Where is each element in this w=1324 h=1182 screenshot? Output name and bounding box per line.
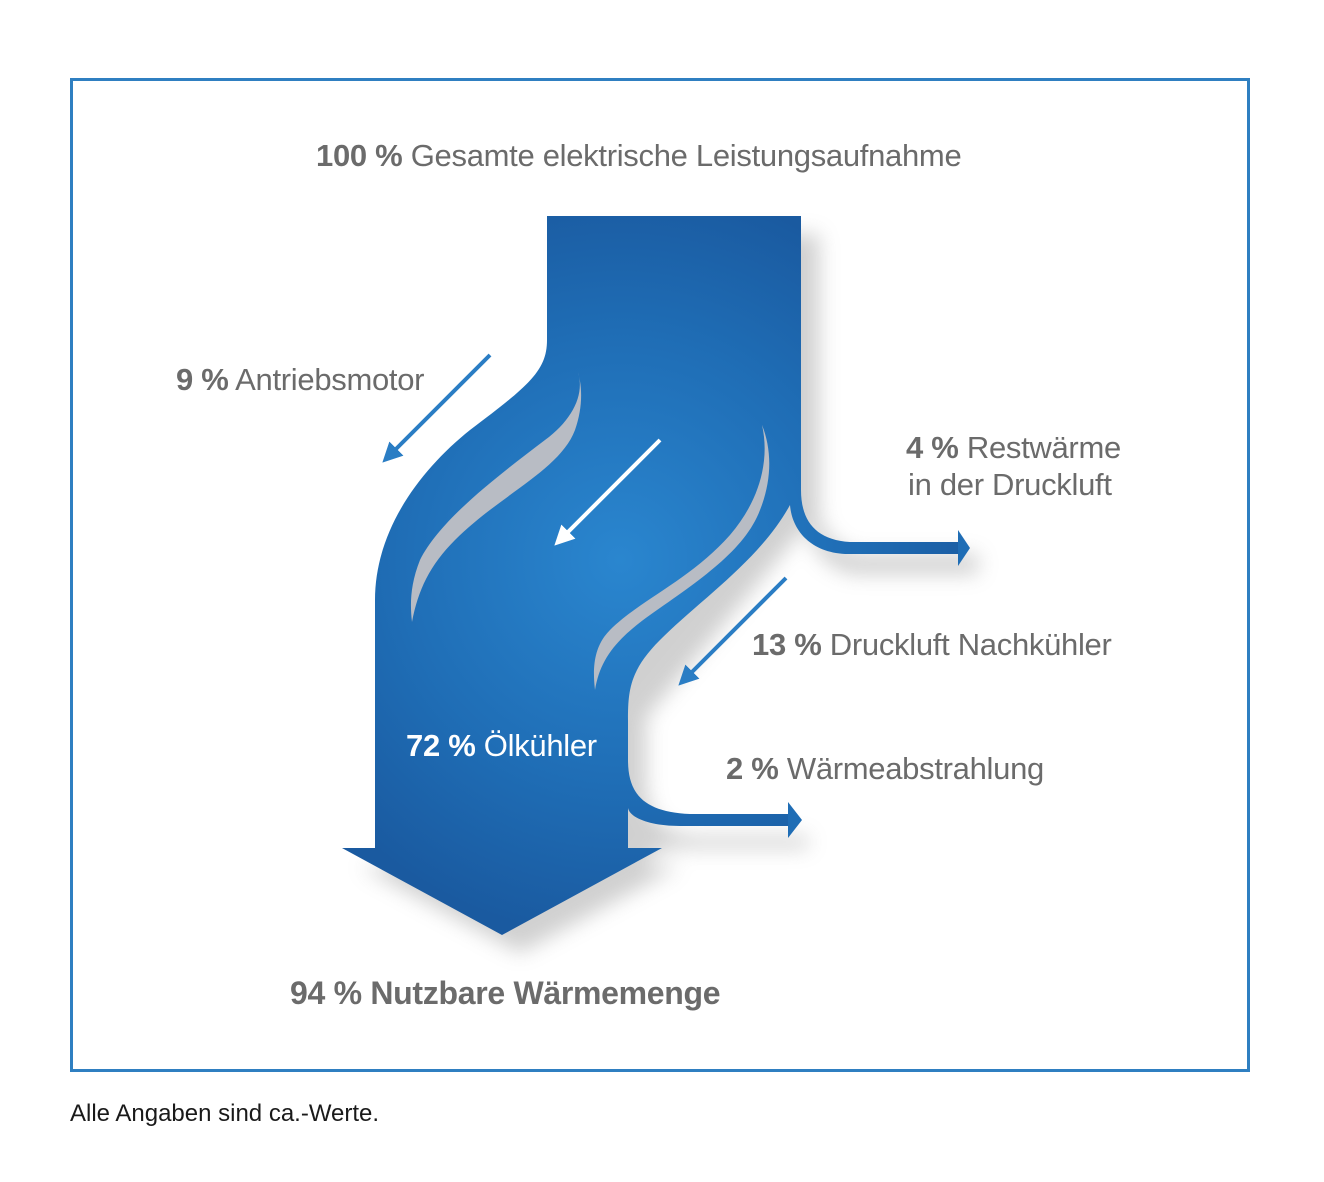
label-abstrahlung: 2 % Wärmeabstrahlung bbox=[726, 751, 1044, 786]
label-total: 100 % Gesamte elektrische Leistungsaufna… bbox=[316, 138, 962, 173]
rest-arrowhead bbox=[958, 530, 970, 566]
label-oelkuehler: 72 % Ölkühler bbox=[406, 728, 597, 763]
footnote: Alle Angaben sind ca.-Werte. bbox=[70, 1100, 380, 1127]
motor-arrow bbox=[382, 353, 492, 463]
nachkuehler-arrow bbox=[678, 576, 788, 686]
main-flow bbox=[342, 216, 960, 935]
abstrahlung-arrowhead bbox=[788, 802, 802, 838]
slot-left bbox=[410, 372, 582, 622]
label-rest-line2: in der Druckluft bbox=[908, 467, 1112, 502]
slot-right bbox=[593, 425, 770, 690]
label-motor: 9 % Antriebsmotor bbox=[176, 362, 425, 397]
diagram-frame bbox=[70, 78, 1250, 1072]
label-rest: 4 % Restwärme bbox=[906, 430, 1121, 465]
label-nachkuehler: 13 % Druckluft Nachkühler bbox=[752, 627, 1112, 662]
inner-arrow bbox=[554, 438, 662, 546]
label-nutzbar: 94 % Nutzbare Wärmemenge bbox=[290, 975, 721, 1011]
